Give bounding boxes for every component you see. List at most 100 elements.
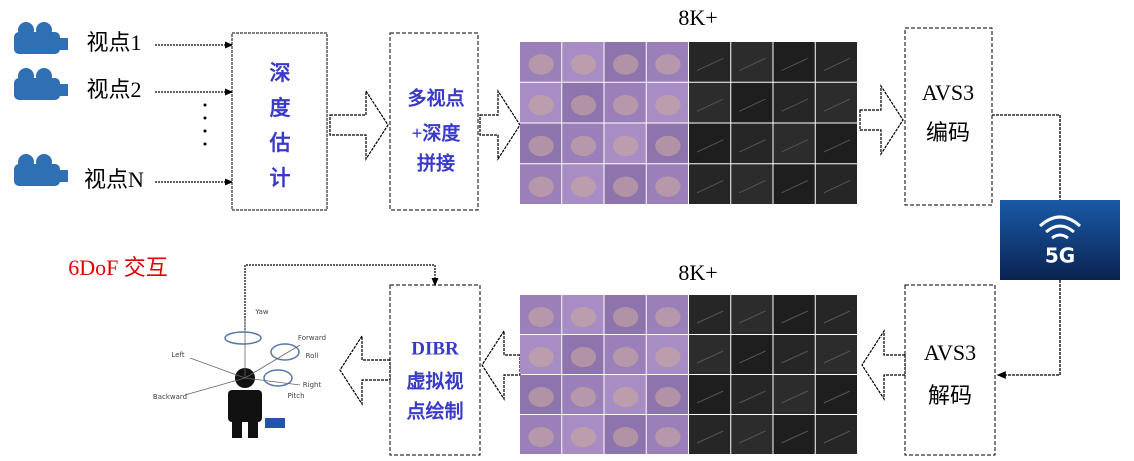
mosaic-detail xyxy=(781,139,808,153)
mosaic-detail xyxy=(696,98,724,112)
mosaic-detail xyxy=(528,176,554,197)
stitch-box xyxy=(389,32,479,211)
mosaic-tile xyxy=(689,295,731,334)
pose-label: Left xyxy=(171,351,184,359)
input-label: 视点2 xyxy=(86,77,141,102)
mosaic-tile xyxy=(689,335,731,374)
mosaic-tile xyxy=(815,164,857,204)
decode-box xyxy=(904,284,996,456)
mosaic-tile xyxy=(731,164,773,204)
mosaic-detail xyxy=(612,176,639,197)
mosaic-tile xyxy=(773,123,815,164)
render-text: 点绘制 xyxy=(406,399,463,422)
encode-text: AVS3 xyxy=(922,80,974,105)
mosaic-detail xyxy=(739,139,766,153)
mosaic-detail xyxy=(528,427,554,447)
resolution-label: 8K+ xyxy=(678,260,717,285)
mosaic-tile xyxy=(689,123,731,164)
mosaic-tile xyxy=(815,295,857,334)
mosaic-detail xyxy=(781,350,808,364)
pose-label: Backward xyxy=(153,393,187,401)
stitch-text: 多视点 xyxy=(407,86,464,109)
mosaic-tile xyxy=(773,295,815,334)
mosaic-detail xyxy=(823,139,851,153)
mosaic-tile xyxy=(731,415,773,454)
mosaic-detail xyxy=(739,180,766,194)
mosaic-detail xyxy=(570,347,597,367)
flow-arrow xyxy=(329,88,389,162)
mosaic-detail xyxy=(696,430,724,444)
flow-arrow xyxy=(861,328,906,402)
mosaic-detail xyxy=(696,57,724,71)
decode-text: AVS3 xyxy=(924,340,976,365)
ellipsis xyxy=(203,103,207,146)
mosaic-detail xyxy=(655,135,681,157)
mosaic-tile xyxy=(731,42,773,82)
interaction-label: 6DoF 交互 xyxy=(68,255,168,280)
pose-label: Forward xyxy=(298,334,326,342)
mosaic-tile xyxy=(815,82,857,123)
mosaic-tile xyxy=(689,375,731,414)
mosaic-detail xyxy=(528,307,554,327)
depth-text: 估 xyxy=(269,131,291,155)
mosaic-detail xyxy=(823,350,851,364)
mosaic-tile xyxy=(773,164,815,204)
mosaic-tile xyxy=(815,375,857,414)
render-text: DIBR xyxy=(411,338,459,359)
pose-label: Pitch xyxy=(287,392,304,400)
mosaic-detail xyxy=(570,176,597,197)
mosaic-detail xyxy=(655,94,681,116)
mosaic-detail xyxy=(612,54,639,75)
mosaic-tile xyxy=(773,415,815,454)
mosaic-detail xyxy=(570,54,597,75)
stitch-text: +深度 xyxy=(412,121,462,144)
viewer-figure xyxy=(184,318,301,438)
mosaic-tile xyxy=(731,123,773,164)
mosaic-detail xyxy=(612,135,639,157)
mosaic-detail xyxy=(655,427,681,447)
render-box xyxy=(389,284,481,456)
depth-text: 计 xyxy=(270,166,291,190)
mosaic-tile xyxy=(773,335,815,374)
mosaic-detail xyxy=(781,98,808,112)
mosaic-detail xyxy=(781,310,808,324)
stitch-text: 拼接 xyxy=(417,151,455,174)
mosaic-detail xyxy=(655,54,681,75)
mosaic-detail xyxy=(612,427,639,447)
network-link xyxy=(992,114,1061,375)
mosaic-tile xyxy=(731,375,773,414)
feedback-link xyxy=(244,264,439,330)
decode-text: 解码 xyxy=(928,383,972,408)
mosaic-tile xyxy=(689,415,731,454)
mosaic-detail xyxy=(612,307,639,327)
mosaic-detail xyxy=(739,350,766,364)
mosaic-tile xyxy=(815,42,857,82)
mosaic-detail xyxy=(655,307,681,327)
mosaic-detail xyxy=(528,387,554,407)
input-label: 视点1 xyxy=(86,30,141,55)
flow-arrow xyxy=(339,333,391,407)
flow-arrow xyxy=(479,88,521,162)
input-label: 视点N xyxy=(84,167,144,192)
mosaic-detail xyxy=(739,430,766,444)
mosaic-detail xyxy=(781,180,808,194)
mosaic-tile xyxy=(731,295,773,334)
wifi-icon xyxy=(1038,215,1082,240)
mosaic-detail xyxy=(655,387,681,407)
mosaic-detail xyxy=(570,307,597,327)
mosaic-tile xyxy=(815,335,857,374)
mosaic-tile xyxy=(731,82,773,123)
depth-box xyxy=(231,32,328,211)
mosaic-detail xyxy=(823,57,851,71)
mosaic-tile xyxy=(815,123,857,164)
encode-text: 编码 xyxy=(926,120,970,145)
mosaic-detail xyxy=(612,94,639,116)
mosaic-tile xyxy=(731,335,773,374)
mosaic-detail xyxy=(570,427,597,447)
mosaic-detail xyxy=(739,98,766,112)
mosaic-detail xyxy=(781,57,808,71)
mosaic-detail xyxy=(612,347,639,367)
pose-label: Right xyxy=(303,381,322,389)
mosaic-detail xyxy=(570,94,597,116)
mosaic-detail xyxy=(612,387,639,407)
